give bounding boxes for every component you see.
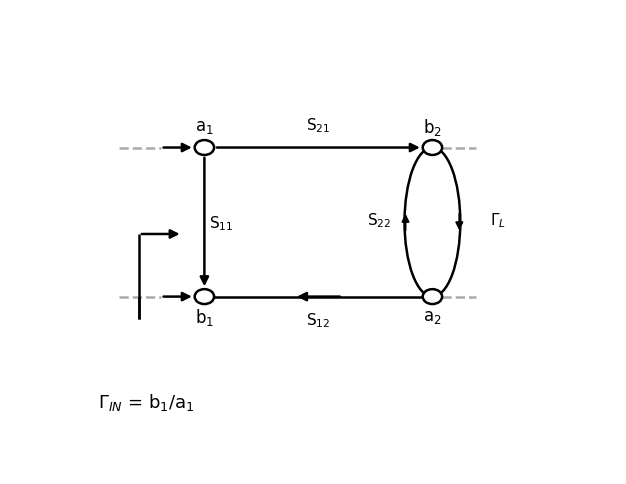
Text: S$_{21}$: S$_{21}$ [306, 116, 331, 135]
Circle shape [195, 289, 214, 304]
Text: Γ$_L$: Γ$_L$ [490, 211, 506, 229]
Text: a$_1$: a$_1$ [195, 118, 213, 136]
Text: b$_1$: b$_1$ [195, 306, 214, 328]
Circle shape [423, 289, 442, 304]
Circle shape [423, 140, 442, 155]
Text: S$_{11}$: S$_{11}$ [209, 214, 233, 233]
Circle shape [195, 140, 214, 155]
Text: b$_2$: b$_2$ [423, 117, 442, 137]
Text: Γ$_{IN}$ = b$_1$/a$_1$: Γ$_{IN}$ = b$_1$/a$_1$ [98, 393, 194, 413]
Text: a$_2$: a$_2$ [423, 308, 442, 326]
Text: S$_{22}$: S$_{22}$ [367, 211, 391, 229]
Text: S$_{12}$: S$_{12}$ [306, 312, 331, 330]
